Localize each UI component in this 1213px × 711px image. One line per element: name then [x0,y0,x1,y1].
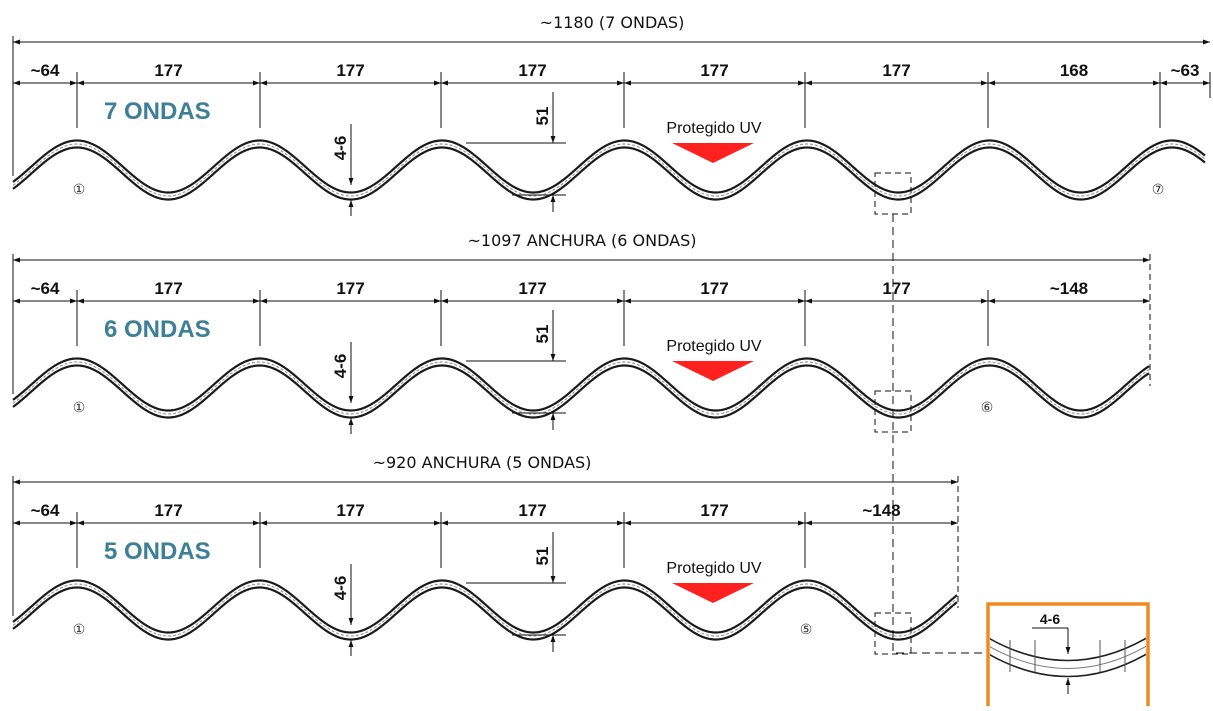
first-wave-number: ① [73,181,86,197]
thickness-label: 4-6 [331,354,350,379]
last-wave-number: ⑤ [800,621,813,637]
segment-width-label: 177 [336,279,364,298]
overall-width-label: ~920 ANCHURA (5 ONDAS) [373,453,592,472]
segment-width-label: 177 [336,501,364,520]
thickness-label: 4-6 [331,136,350,161]
wave-height-label: 51 [533,547,552,566]
segment-width-label: ~64 [31,61,60,80]
detail-inner-surface [990,653,1146,678]
thickness-label: 4-6 [331,576,350,601]
sheet-profile-core [12,583,958,637]
overall-width-label: ~1097 ANCHURA (6 ONDAS) [468,231,697,250]
segment-width-label: 177 [518,501,546,520]
detail-thickness-label: 4-6 [1040,611,1060,627]
segment-width-label: ~148 [1050,279,1088,298]
segment-width-label: 177 [882,61,910,80]
sheet-profile-outer [12,357,1150,412]
segment-width-label: 177 [154,61,182,80]
last-wave-number: ⑦ [1152,181,1165,197]
profile-panel-3: ~920 ANCHURA (5 ONDAS) ~64 177 177 177 177 ~14… [12,453,959,656]
uv-protected-label: Protegido UV [666,120,761,137]
segment-width-label: 177 [154,279,182,298]
segment-width-label: ~63 [1171,61,1200,80]
wave-height-label: 51 [533,325,552,344]
uv-protected-label: Protegido UV [666,560,761,577]
uv-protected-marker [672,361,754,381]
segment-width-label: ~64 [31,501,60,520]
sheet-profile-core [12,361,1150,415]
segment-width-label: ~148 [862,501,900,520]
segment-width-label: 177 [518,61,546,80]
first-wave-number: ① [73,399,86,415]
sheet-profile-inner [12,364,1150,419]
waves-count-title: 7 ONDAS [104,98,211,125]
segment-width-label: 177 [700,61,728,80]
detail-callout-box [874,612,912,655]
uv-protected-marker [672,143,754,163]
segment-width-label: 177 [882,279,910,298]
uv-protected-marker [672,583,754,603]
detail-core-line [990,645,1146,669]
segment-width-label: 168 [1060,61,1088,80]
profile-panel-2: ~1097 ANCHURA (6 ONDAS) ~64 177 177 177 177 17… [12,231,1151,434]
wave-height-label: 51 [533,107,552,126]
segment-width-label: 177 [336,61,364,80]
segment-width-label: 177 [700,279,728,298]
leader-path [892,214,988,654]
detail-content: 4-6 [990,611,1146,694]
thickness-detail-box: 4-6 [986,602,1150,711]
overall-width-label: ~1180 (7 ONDAS) [540,13,685,32]
segment-width-label: 177 [154,501,182,520]
waves-count-title: 5 ONDAS [104,538,211,565]
sheet-profile-inner [12,146,1206,201]
detail-leader-line [892,214,988,654]
detail-callout-box [874,390,912,433]
detail-outer-surface [990,637,1146,662]
segment-width-label: 177 [518,279,546,298]
sheet-profile-outer [12,139,1206,194]
segment-width-label: ~64 [31,279,60,298]
waves-count-title: 6 ONDAS [104,316,211,343]
segment-width-label: 177 [700,501,728,520]
last-wave-number: ⑥ [981,399,994,415]
profile-panel-1: ~1180 (7 ONDAS) ~64 177 177 177 177 177 168 ~63 7… [12,13,1211,216]
sheet-profile-inner [12,586,958,641]
first-wave-number: ① [73,621,86,637]
sheet-profile-core [12,143,1206,197]
uv-protected-label: Protegido UV [666,338,761,355]
sheet-profile-outer [12,579,958,634]
